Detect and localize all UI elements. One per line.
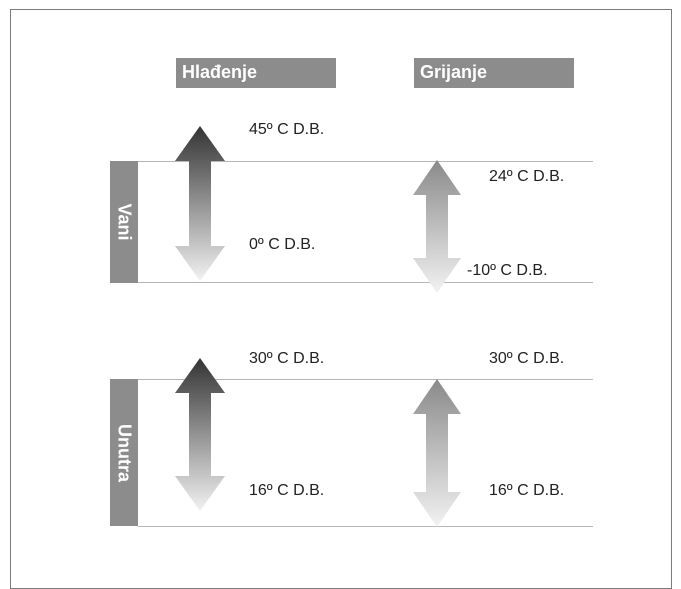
cooling-header: Hlađenje <box>176 58 336 88</box>
outdoor-label-text: Vani <box>114 203 135 241</box>
indoor-cooling-max-temp: 30º C D.B. <box>249 350 325 367</box>
indoor-section-label: Unutra <box>110 379 138 526</box>
outdoor-heating-max-temp: 24º C D.B. <box>489 168 565 185</box>
outdoor-cooling-max-temp: 45º C D.B. <box>249 121 325 138</box>
outdoor-top-line <box>138 161 593 162</box>
outdoor-cooling-min-temp: 0º C D.B. <box>249 236 316 253</box>
indoor-label-text: Unutra <box>114 423 135 482</box>
indoor-top-line <box>138 379 593 380</box>
outdoor-bottom-line <box>138 282 593 283</box>
outdoor-heating-min-temp: -10º C D.B. <box>467 262 548 279</box>
indoor-heating-min-temp: 16º C D.B. <box>489 482 565 499</box>
indoor-bottom-line <box>138 526 593 527</box>
outdoor-heating-range-arrow <box>413 160 461 293</box>
heating-header: Grijanje <box>414 58 574 88</box>
outdoor-cooling-range-arrow <box>175 126 225 281</box>
indoor-cooling-range-arrow <box>175 358 225 511</box>
indoor-cooling-min-temp: 16º C D.B. <box>249 482 325 499</box>
indoor-heating-range-arrow <box>413 379 461 527</box>
indoor-heating-max-temp: 30º C D.B. <box>489 350 565 367</box>
outdoor-section-label: Vani <box>110 161 138 283</box>
